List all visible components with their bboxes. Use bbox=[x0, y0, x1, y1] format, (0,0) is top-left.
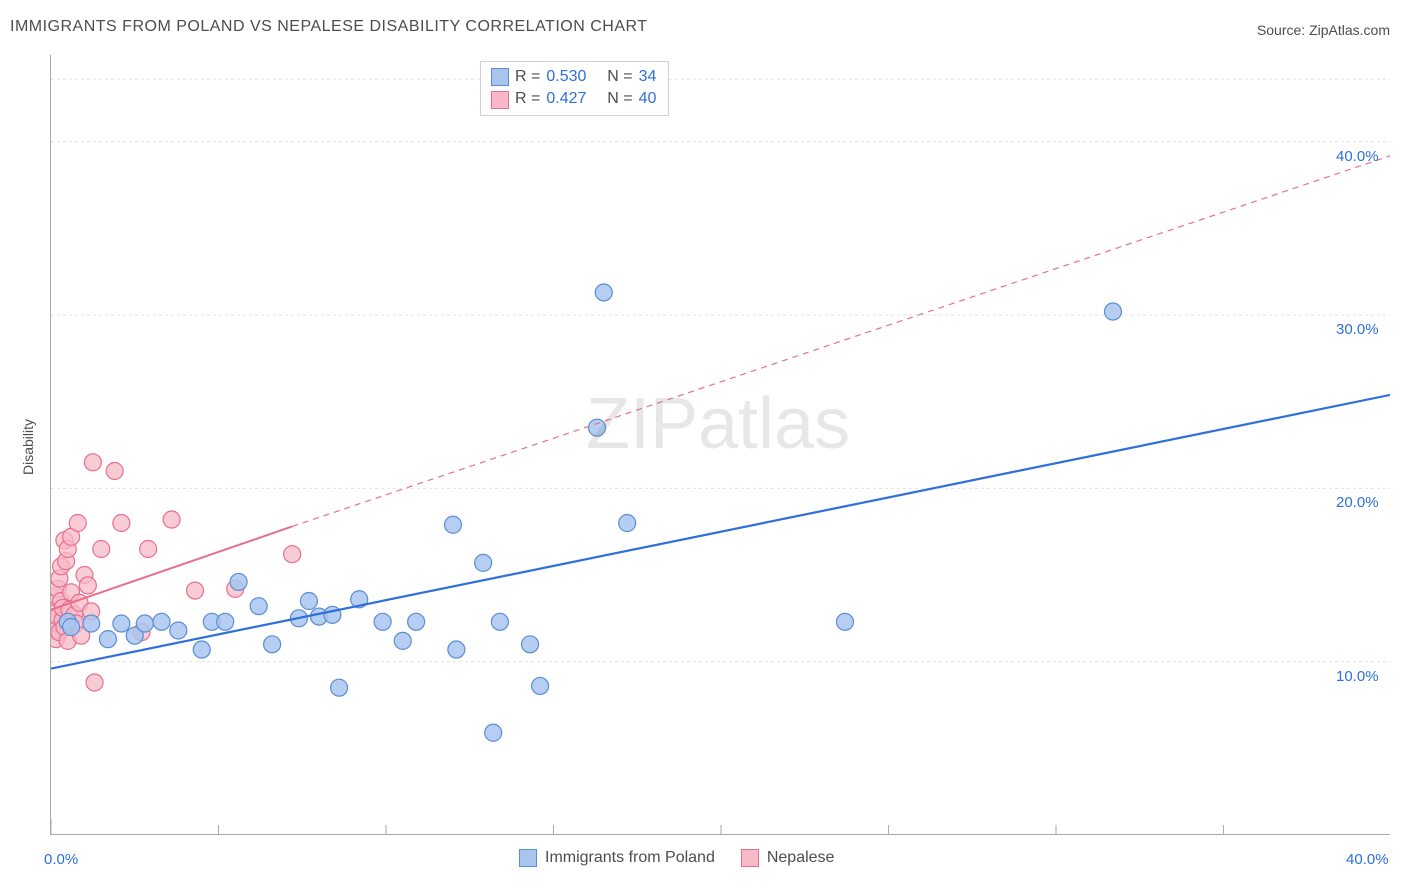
legend-swatch bbox=[491, 68, 509, 86]
legend-row: R = 0.530 N = 34 bbox=[491, 66, 656, 88]
legend-swatch bbox=[519, 849, 537, 867]
r-label: R = bbox=[515, 88, 540, 110]
axis-tick-label: 20.0% bbox=[1336, 494, 1379, 511]
y-axis-label: Disability bbox=[20, 419, 36, 475]
chart-title: IMMIGRANTS FROM POLAND VS NEPALESE DISAB… bbox=[10, 18, 648, 36]
legend-swatch bbox=[741, 849, 759, 867]
legend-label: Nepalese bbox=[767, 849, 835, 867]
axis-tick-label: 0.0% bbox=[44, 851, 78, 868]
source-label: Source: ZipAtlas.com bbox=[1257, 22, 1390, 38]
n-label: N = bbox=[607, 66, 632, 88]
axis-tick-label: 30.0% bbox=[1336, 321, 1379, 338]
axis-tick-label: 40.0% bbox=[1336, 148, 1379, 165]
n-label: N = bbox=[607, 88, 632, 110]
axis-tick-label: 10.0% bbox=[1336, 668, 1379, 685]
axis-tick-label: 40.0% bbox=[1346, 851, 1389, 868]
r-value: 0.530 bbox=[546, 66, 586, 88]
series-legend: Immigrants from Poland Nepalese bbox=[519, 849, 834, 867]
legend-label: Immigrants from Poland bbox=[545, 849, 715, 867]
correlation-legend: R = 0.530 N = 34 R = 0.427 N = 40 bbox=[480, 61, 669, 116]
r-label: R = bbox=[515, 66, 540, 88]
legend-row: R = 0.427 N = 40 bbox=[491, 88, 656, 110]
legend-item: Nepalese bbox=[741, 849, 835, 867]
n-value: 40 bbox=[639, 88, 657, 110]
r-value: 0.427 bbox=[546, 88, 586, 110]
n-value: 34 bbox=[639, 66, 657, 88]
scatter-plot bbox=[50, 55, 1390, 835]
legend-item: Immigrants from Poland bbox=[519, 849, 715, 867]
legend-swatch bbox=[491, 91, 509, 109]
